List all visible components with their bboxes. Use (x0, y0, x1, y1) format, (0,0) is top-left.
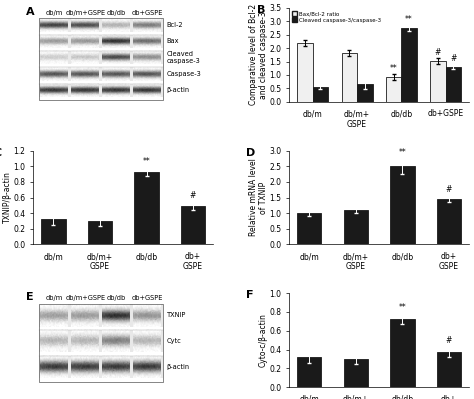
Bar (38, 18, 163, 100)
Bar (41, 219, 65, 245)
Bar (446, 67, 461, 102)
Text: **: ** (143, 157, 150, 166)
Y-axis label: Relative mRNA level
of TXNIP: Relative mRNA level of TXNIP (248, 158, 268, 237)
Text: Cytc: Cytc (166, 338, 181, 344)
Bar (38, 35, 163, 48)
Bar (390, 166, 415, 245)
Bar (297, 43, 313, 102)
Y-axis label: Comparative level of Bcl-2
and cleaved caspase-3: Comparative level of Bcl-2 and cleaved c… (248, 4, 268, 105)
Text: db/m+GSPE: db/m+GSPE (65, 10, 105, 16)
Bar (38, 51, 163, 64)
Text: **: ** (405, 15, 413, 24)
Bar (135, 172, 159, 245)
Bar (386, 77, 401, 102)
Bar (38, 304, 163, 382)
Text: **: ** (390, 63, 397, 73)
Text: #: # (446, 185, 452, 194)
Text: db/m: db/m (46, 295, 63, 301)
Text: #: # (450, 54, 456, 63)
Bar (401, 28, 417, 102)
Text: D: D (246, 148, 255, 158)
Bar (38, 356, 163, 378)
Text: db+GSPE: db+GSPE (132, 10, 163, 16)
Text: db/db: db/db (107, 10, 126, 16)
Text: Bcl-2: Bcl-2 (166, 22, 183, 28)
Y-axis label: TXNIP/β-actin: TXNIP/β-actin (3, 172, 12, 223)
Text: A: A (26, 7, 35, 17)
Bar (181, 206, 205, 245)
Bar (313, 87, 328, 102)
Bar (38, 84, 163, 97)
Y-axis label: Cyto-c/β-actin: Cyto-c/β-actin (259, 313, 268, 367)
Bar (297, 213, 321, 245)
Bar (38, 304, 163, 326)
Bar (297, 357, 321, 387)
Text: db/db: db/db (107, 295, 126, 301)
Text: B: B (256, 5, 265, 15)
Text: TXNIP: TXNIP (166, 312, 186, 318)
Text: Caspase-3: Caspase-3 (166, 71, 201, 77)
Text: **: ** (399, 148, 406, 156)
Text: #: # (190, 191, 196, 200)
Bar (38, 330, 163, 352)
Bar (357, 84, 373, 102)
Text: Cleaved
caspase-3: Cleaved caspase-3 (166, 51, 201, 64)
Text: db/m+GSPE: db/m+GSPE (65, 295, 105, 301)
Bar (38, 67, 163, 81)
Bar (342, 53, 357, 102)
Bar (88, 221, 112, 245)
Text: db+GSPE: db+GSPE (132, 295, 163, 301)
Bar (344, 210, 368, 245)
Text: **: ** (399, 304, 406, 312)
Bar (437, 352, 461, 387)
Bar (390, 320, 415, 387)
Bar (437, 199, 461, 245)
Text: db/m: db/m (46, 10, 63, 16)
Text: Bax: Bax (166, 38, 179, 44)
Bar (344, 359, 368, 387)
Legend: Bax/Bcl-2 ratio, Cleaved caspase-3/caspase-3: Bax/Bcl-2 ratio, Cleaved caspase-3/caspa… (292, 11, 382, 23)
Text: #: # (435, 48, 441, 57)
Text: β-actin: β-actin (166, 87, 190, 93)
Text: F: F (246, 290, 253, 300)
Bar (430, 61, 446, 102)
Text: #: # (446, 336, 452, 345)
Text: C: C (0, 148, 2, 158)
Bar (38, 18, 163, 32)
Text: E: E (26, 292, 34, 302)
Text: β-actin: β-actin (166, 364, 190, 370)
